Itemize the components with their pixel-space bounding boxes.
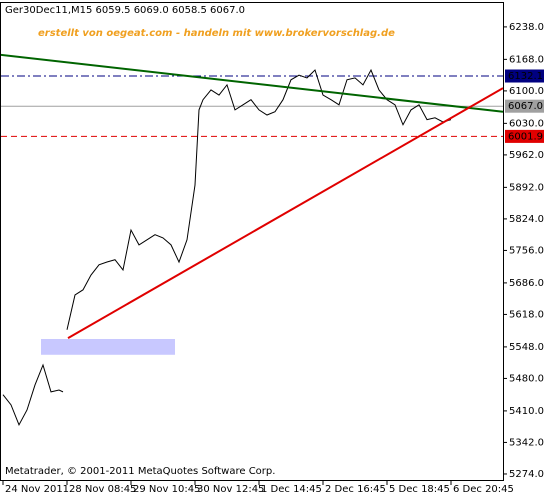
y-tick-label: 6238.0	[509, 22, 544, 33]
y-tick-label: 5892.0	[509, 182, 544, 193]
x-tick-label: 5 Dec 18:45	[389, 484, 450, 495]
level-label: 6132.1	[508, 71, 543, 82]
x-tick-label: 24 Nov 2011	[5, 484, 69, 495]
footer: Metatrader, © 2001-2011 MetaQuotes Softw…	[5, 466, 275, 477]
level-label-box	[505, 99, 544, 113]
y-tick-label: 5618.0	[509, 309, 544, 320]
level-label-box	[505, 69, 544, 83]
x-tick-label: 30 Nov 12:45	[197, 484, 264, 495]
y-tick-label: 5756.0	[509, 245, 544, 256]
x-tick-label: 6 Dec 20:45	[453, 484, 514, 495]
trend-line	[1, 53, 503, 113]
level-label: 6067.0	[508, 101, 543, 112]
y-tick-label: 5548.0	[509, 342, 544, 353]
x-tick-label: 2 Dec 16:45	[325, 484, 386, 495]
level-label: 6001.9	[508, 131, 543, 142]
y-tick-label: 6100.0	[509, 86, 544, 97]
watermark: erstellt von oegeat.com - handeln mit ww…	[38, 28, 395, 39]
y-tick-label: 5410.0	[509, 406, 544, 417]
x-tick-label: 28 Nov 08:45	[69, 484, 136, 495]
y-tick-label: 6030.0	[509, 118, 544, 129]
y-tick-label: 5824.0	[509, 214, 544, 225]
trend-line	[67, 87, 503, 339]
y-tick-label: 5342.0	[509, 437, 544, 448]
level-label-box	[505, 129, 544, 143]
x-tick-label: 29 Nov 10:45	[133, 484, 200, 495]
zone	[41, 339, 175, 355]
y-tick-label: 6168.0	[509, 54, 544, 65]
x-tick-label: 1 Dec 14:45	[261, 484, 322, 495]
y-tick-label: 5274.0	[509, 469, 544, 480]
y-tick-label: 5962.0	[509, 150, 544, 161]
plot-frame	[0, 2, 504, 481]
y-tick-label: 5480.0	[509, 373, 544, 384]
y-tick-label: 5686.0	[509, 278, 544, 289]
chart-title: Ger30Dec11,M15 6059.5 6069.0 6058.5 6067…	[5, 5, 245, 16]
